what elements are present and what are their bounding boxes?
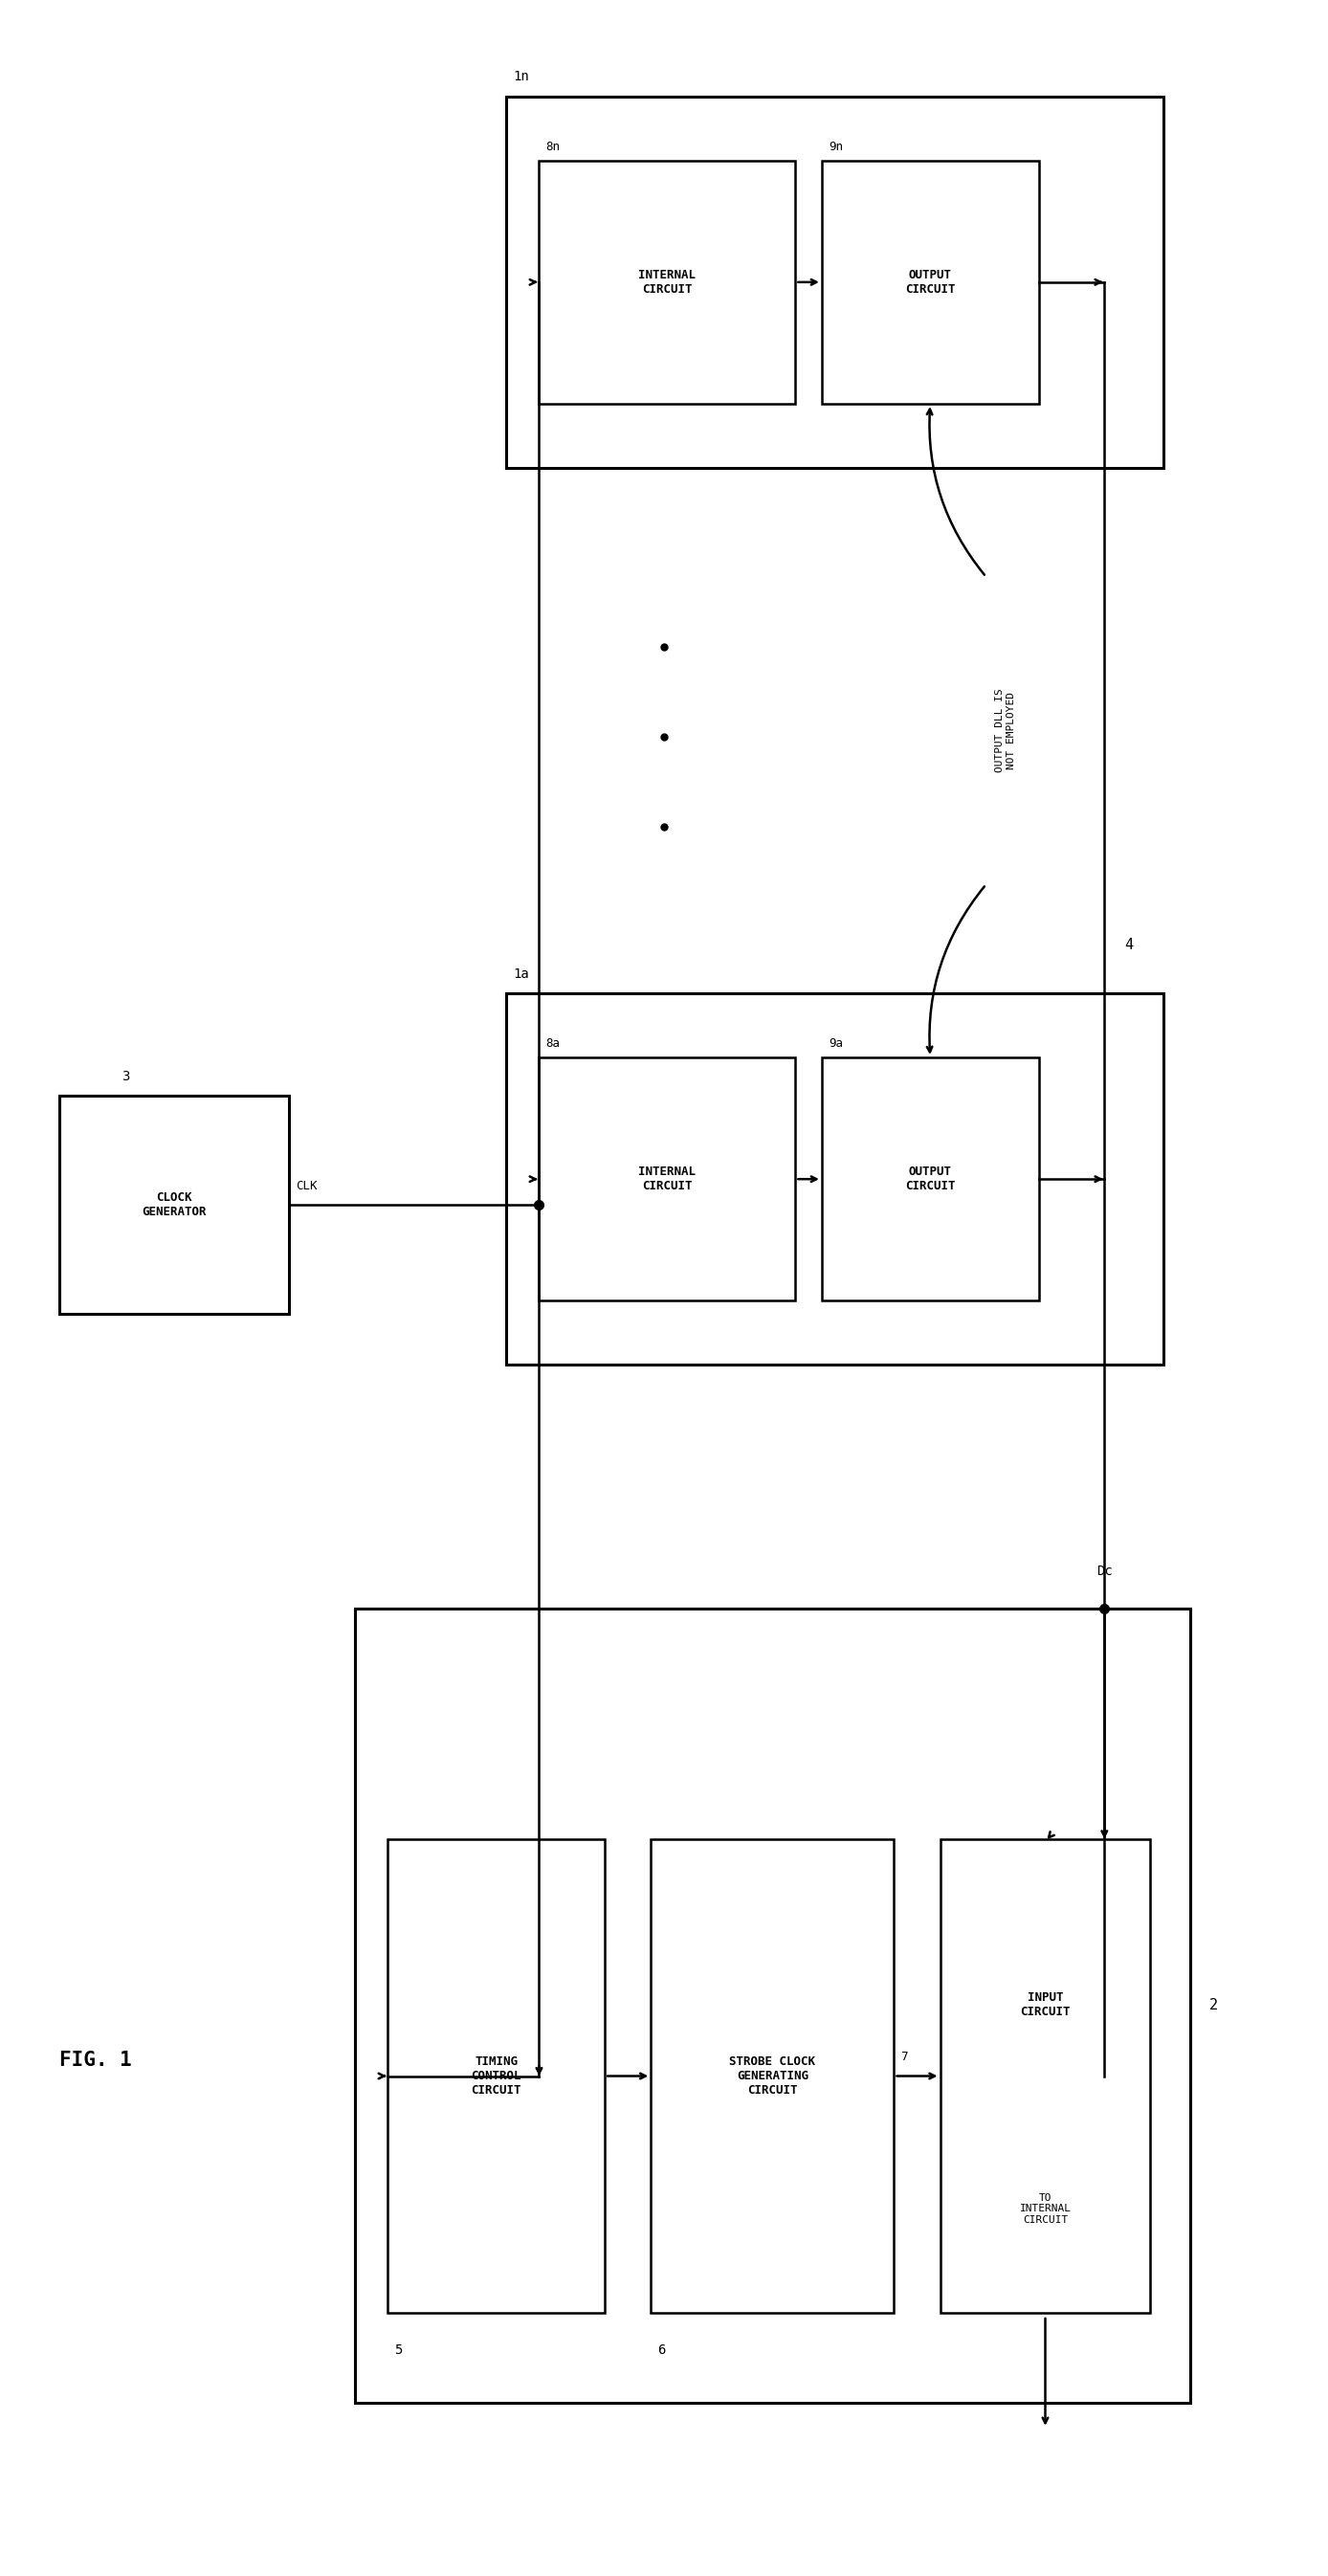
Text: INTERNAL
CIRCUIT: INTERNAL CIRCUIT (639, 268, 696, 296)
Text: TIMING
CONTROL
CIRCUIT: TIMING CONTROL CIRCUIT (471, 2056, 522, 2097)
Bar (539, 160, 795, 404)
Text: CLK: CLK (296, 1180, 317, 1193)
Text: 7: 7 (900, 2050, 908, 2063)
Bar (651, 1839, 894, 2313)
Text: 3: 3 (122, 1069, 130, 1082)
Bar (388, 1839, 604, 2313)
Text: CLOCK
GENERATOR: CLOCK GENERATOR (142, 1190, 207, 1218)
Text: 6: 6 (657, 2344, 665, 2357)
Text: 1a: 1a (513, 966, 529, 981)
Text: OUTPUT
CIRCUIT: OUTPUT CIRCUIT (906, 268, 955, 296)
Text: 5: 5 (394, 2344, 402, 2357)
Text: 9n: 9n (829, 139, 843, 152)
Bar (506, 994, 1163, 1365)
Text: 8n: 8n (546, 139, 560, 152)
Text: STROBE CLOCK
GENERATING
CIRCUIT: STROBE CLOCK GENERATING CIRCUIT (729, 2056, 815, 2097)
Text: INPUT
CIRCUIT: INPUT CIRCUIT (1020, 1991, 1070, 2020)
Text: TO
INTERNAL
CIRCUIT: TO INTERNAL CIRCUIT (1020, 2192, 1072, 2226)
Text: OUTPUT
CIRCUIT: OUTPUT CIRCUIT (906, 1167, 955, 1193)
Bar (822, 160, 1038, 404)
Bar (60, 1095, 290, 1314)
Bar (539, 1056, 795, 1301)
Text: 9a: 9a (829, 1038, 843, 1048)
Text: 4: 4 (1123, 938, 1133, 953)
Bar (506, 95, 1163, 469)
Text: 1n: 1n (513, 70, 529, 82)
Text: 8a: 8a (546, 1038, 560, 1048)
Text: Dc: Dc (1097, 1564, 1113, 1577)
Bar (940, 1839, 1150, 2313)
Text: INTERNAL
CIRCUIT: INTERNAL CIRCUIT (639, 1167, 696, 1193)
Bar (822, 1056, 1038, 1301)
Text: OUTPUT DLL IS
NOT EMPLOYED: OUTPUT DLL IS NOT EMPLOYED (996, 688, 1016, 773)
Text: FIG. 1: FIG. 1 (60, 2050, 131, 2069)
Text: 2: 2 (1210, 1999, 1218, 2012)
Bar (355, 1607, 1190, 2403)
